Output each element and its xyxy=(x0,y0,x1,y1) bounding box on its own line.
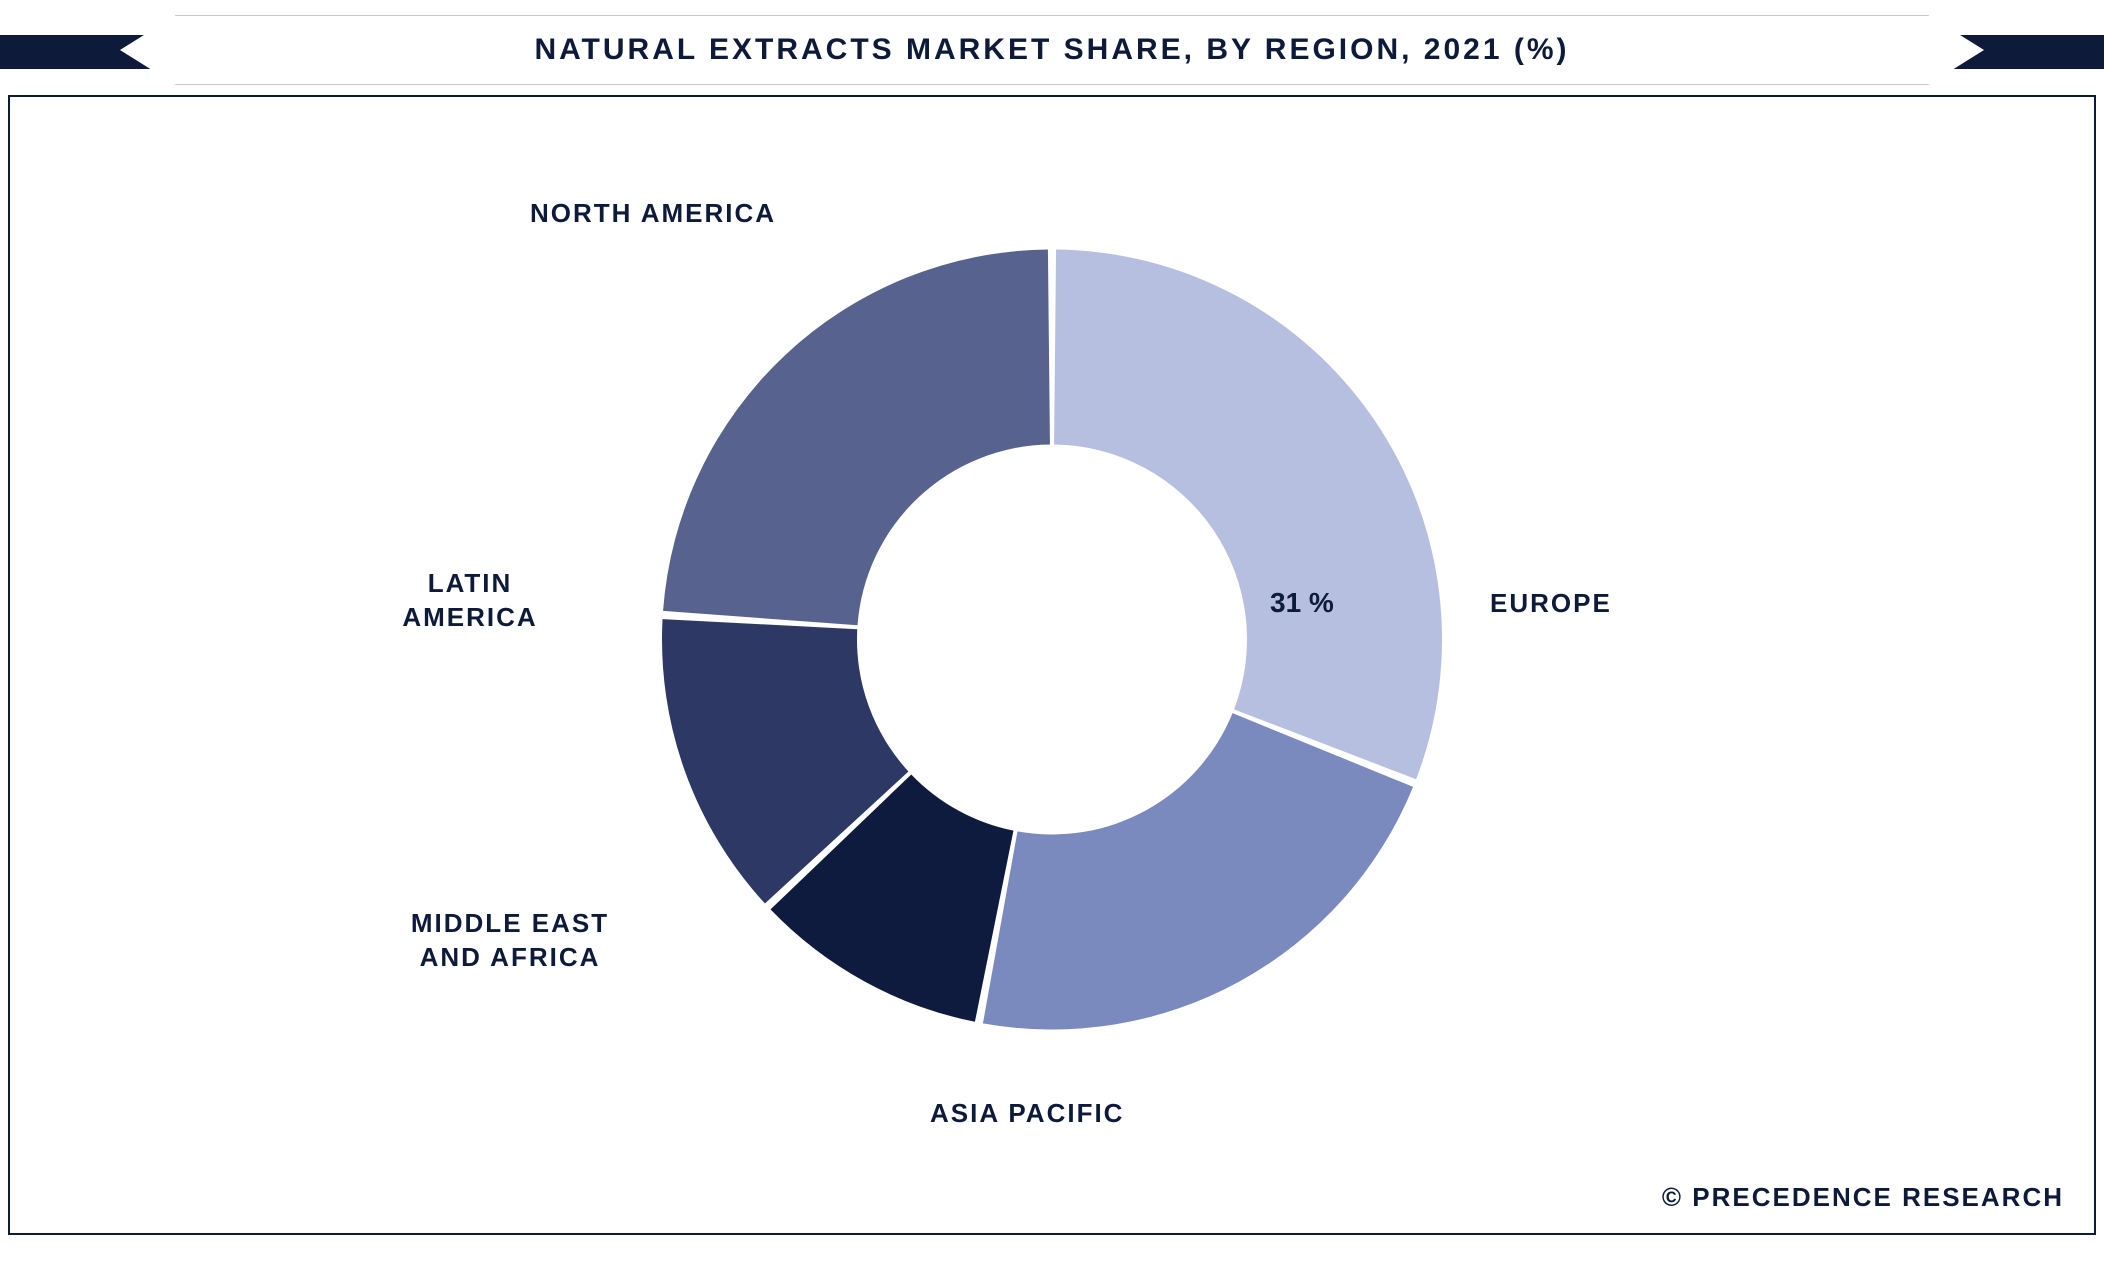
label-mea-line1: MIDDLE EAST xyxy=(411,908,609,938)
label-asia-pacific: ASIA PACIFIC xyxy=(930,1097,1124,1131)
label-europe: EUROPE xyxy=(1490,587,1612,621)
donut-slice xyxy=(983,713,1413,1029)
chart-frame: EUROPE ASIA PACIFIC MIDDLE EAST AND AFRI… xyxy=(8,95,2096,1235)
value-europe: 31 % xyxy=(1270,587,1334,619)
title-box: NATURAL EXTRACTS MARKET SHARE, BY REGION… xyxy=(120,15,1984,85)
title-bar: NATURAL EXTRACTS MARKET SHARE, BY REGION… xyxy=(0,15,2104,85)
label-latam-line2: AMERICA xyxy=(402,602,537,632)
label-mea: MIDDLE EAST AND AFRICA xyxy=(370,907,650,975)
label-mea-line2: AND AFRICA xyxy=(420,942,601,972)
copyright-text: © PRECEDENCE RESEARCH xyxy=(1662,1182,2064,1213)
donut-chart xyxy=(642,230,1462,1055)
label-latam-line1: LATIN xyxy=(428,568,513,598)
label-north-america: NORTH AMERICA xyxy=(530,197,776,231)
donut-svg xyxy=(642,230,1462,1050)
label-latam: LATIN AMERICA xyxy=(370,567,570,635)
donut-slice xyxy=(1054,250,1442,780)
donut-slice xyxy=(663,250,1050,626)
chart-title: NATURAL EXTRACTS MARKET SHARE, BY REGION… xyxy=(534,33,1569,67)
